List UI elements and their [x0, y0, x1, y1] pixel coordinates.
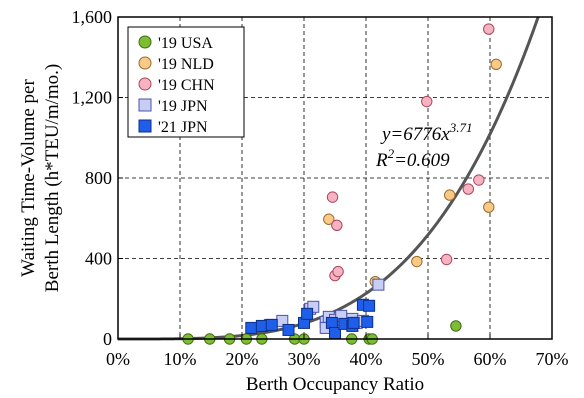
- data-point: [331, 219, 343, 231]
- x-tick-label: 70%: [536, 349, 569, 369]
- axis-ticks: 0% 10% 20% 30% 40% 50% 60% 70% 0 400 800 1,200 1,600: [72, 7, 569, 369]
- data-point: [332, 265, 344, 278]
- y-axis-label-line1: Waiting Time-Volume per: [18, 79, 39, 277]
- fit-equation: y=6776x3.71 R2=0.609: [375, 120, 472, 171]
- x-tick-label: 50%: [412, 349, 445, 369]
- y-tick-label: 400: [85, 249, 112, 269]
- data-point: [363, 299, 376, 312]
- y-tick-label: 1,200: [72, 88, 113, 108]
- series-2: [326, 23, 495, 282]
- legend-marker: [138, 35, 152, 49]
- legend-marker: [138, 98, 152, 112]
- x-tick-label: 40%: [350, 349, 383, 369]
- x-axis-label: Berth Occupancy Ratio: [246, 374, 424, 395]
- data-point: [282, 323, 295, 336]
- data-point: [483, 201, 495, 213]
- data-point: [255, 319, 268, 332]
- series-4: [245, 298, 376, 339]
- legend-label: '19 JPN: [158, 98, 208, 115]
- data-points: [182, 23, 502, 345]
- x-tick-label: 10%: [164, 349, 197, 369]
- x-tick-label: 30%: [288, 349, 321, 369]
- r-squared-text: R2=0.609: [375, 146, 450, 171]
- legend-marker: [138, 119, 152, 133]
- legend-marker: [138, 56, 152, 70]
- y-tick-label: 800: [85, 168, 112, 188]
- series-1: [323, 58, 502, 288]
- data-point: [490, 58, 502, 70]
- data-point: [462, 183, 474, 195]
- legend-marker: [138, 77, 152, 91]
- data-point: [265, 318, 278, 331]
- y-tick-label: 0: [103, 329, 112, 349]
- data-point: [307, 300, 320, 313]
- series-0: [182, 320, 462, 345]
- data-point: [483, 23, 495, 35]
- data-point: [372, 278, 385, 291]
- data-point: [421, 95, 433, 108]
- y-axis-label-line2: Berth Length (h*TEU/m/mo.): [42, 64, 63, 292]
- data-point: [245, 321, 258, 334]
- data-point: [347, 316, 360, 329]
- data-point: [361, 315, 374, 328]
- data-point: [473, 174, 485, 186]
- legend-label: '19 NLD: [158, 56, 214, 73]
- legend-label: '19 USA: [158, 35, 213, 52]
- fit-equation-text: y=6776x3.71: [380, 120, 472, 145]
- data-point: [326, 191, 339, 203]
- data-point: [411, 255, 423, 268]
- legend-label: '21 JPN: [158, 119, 208, 136]
- data-point: [450, 320, 462, 332]
- data-point: [301, 307, 314, 320]
- data-point: [323, 213, 335, 225]
- y-tick-label: 1,600: [72, 7, 113, 27]
- legend-label: '19 CHN: [158, 77, 215, 94]
- data-point: [440, 253, 453, 266]
- x-tick-label: 20%: [226, 349, 259, 369]
- x-tick-label: 60%: [474, 349, 507, 369]
- x-tick-label: 0%: [106, 349, 130, 369]
- data-point: [325, 316, 338, 329]
- data-point: [444, 189, 456, 201]
- legend: '19 USA '19 NLD '19 CHN '19 JPN '21 JPN: [127, 26, 245, 138]
